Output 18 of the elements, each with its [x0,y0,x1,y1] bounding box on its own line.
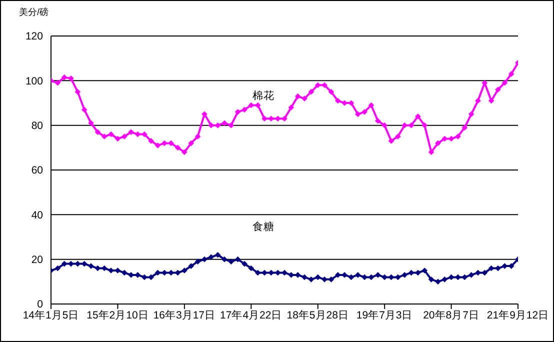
y-tick-label: 40 [31,209,44,222]
y-tick-label: 100 [25,75,44,88]
y-tick-label: 20 [31,254,44,266]
x-tick-label: 18年5月28日 [286,309,349,322]
text: 食糖 [252,220,274,234]
x-tick-label: 20年8月7日 [423,309,480,322]
x-tick-label: 17年4月22日 [220,309,282,322]
series-label: 棉花 [252,89,274,104]
x-tick-label: 21年9月12日 [486,309,550,322]
x-tick-label: 16年3月17日 [153,309,216,322]
y-tick-label: 0 [37,298,44,311]
x-tick-label: 19年7月3日 [356,309,413,322]
y-axis-title: 美分/磅 [19,6,49,19]
x-tick-label: 14年1月5日 [22,309,80,322]
y-tick-label: 120 [25,30,44,43]
y-tick-label: 60 [31,164,44,177]
x-tick-label: 15年2月10日 [86,309,149,322]
y-tick-label: 80 [31,120,44,132]
